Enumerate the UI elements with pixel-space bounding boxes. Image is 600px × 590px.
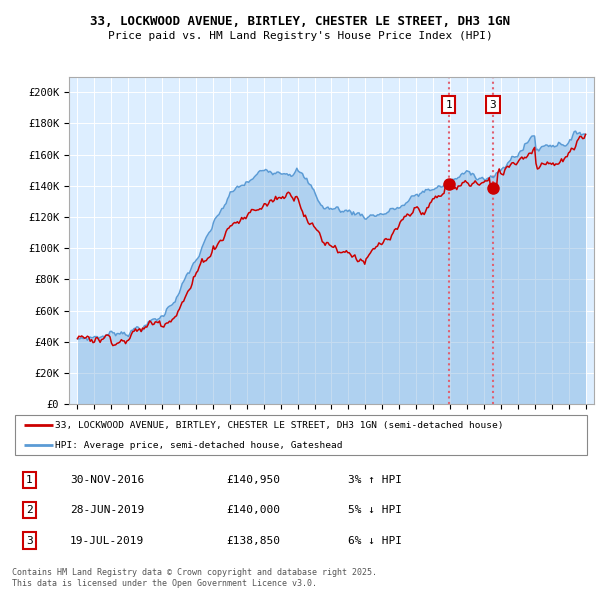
Text: 28-JUN-2019: 28-JUN-2019 [70, 506, 144, 515]
Text: This data is licensed under the Open Government Licence v3.0.: This data is licensed under the Open Gov… [12, 579, 317, 588]
Text: 33, LOCKWOOD AVENUE, BIRTLEY, CHESTER LE STREET, DH3 1GN: 33, LOCKWOOD AVENUE, BIRTLEY, CHESTER LE… [90, 15, 510, 28]
Text: HPI: Average price, semi-detached house, Gateshead: HPI: Average price, semi-detached house,… [55, 441, 343, 450]
Text: 5% ↓ HPI: 5% ↓ HPI [348, 506, 402, 515]
Text: 3: 3 [26, 536, 33, 546]
Text: 1: 1 [26, 475, 33, 485]
Text: Contains HM Land Registry data © Crown copyright and database right 2025.: Contains HM Land Registry data © Crown c… [12, 568, 377, 576]
Text: £138,850: £138,850 [226, 536, 280, 546]
Text: 2: 2 [26, 506, 33, 515]
Text: 3% ↑ HPI: 3% ↑ HPI [348, 475, 402, 485]
Text: 19-JUL-2019: 19-JUL-2019 [70, 536, 144, 546]
Text: 33, LOCKWOOD AVENUE, BIRTLEY, CHESTER LE STREET, DH3 1GN (semi-detached house): 33, LOCKWOOD AVENUE, BIRTLEY, CHESTER LE… [55, 421, 504, 430]
Text: Price paid vs. HM Land Registry's House Price Index (HPI): Price paid vs. HM Land Registry's House … [107, 31, 493, 41]
FancyBboxPatch shape [15, 415, 587, 455]
Text: 30-NOV-2016: 30-NOV-2016 [70, 475, 144, 485]
Text: £140,950: £140,950 [226, 475, 280, 485]
Text: £140,000: £140,000 [226, 506, 280, 515]
Text: 1: 1 [445, 100, 452, 110]
Text: 3: 3 [490, 100, 496, 110]
Text: 6% ↓ HPI: 6% ↓ HPI [348, 536, 402, 546]
